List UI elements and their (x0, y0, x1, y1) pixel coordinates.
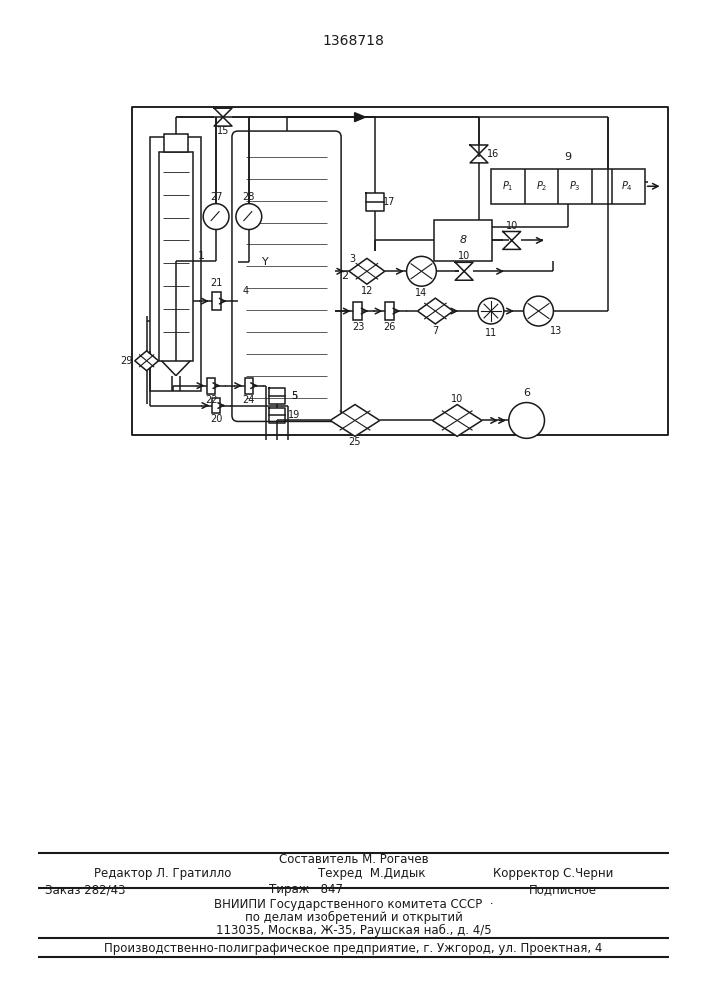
Text: 16: 16 (487, 149, 499, 159)
Bar (212, 398, 220, 413)
Text: Тираж   847: Тираж 847 (269, 883, 344, 896)
Text: 28: 28 (243, 192, 255, 202)
Bar (385, 302, 395, 320)
Text: 24: 24 (243, 395, 255, 405)
Circle shape (236, 204, 262, 230)
Text: $P_1$: $P_1$ (502, 179, 513, 193)
Text: 25: 25 (349, 437, 361, 447)
Text: 9: 9 (564, 152, 571, 162)
Text: 17: 17 (382, 197, 395, 207)
Text: 26: 26 (383, 322, 396, 332)
Text: 2: 2 (341, 271, 349, 281)
Bar (434, 220, 492, 261)
Text: ВНИИПИ Государственного комитета СССР  ·: ВНИИПИ Государственного комитета СССР · (214, 898, 493, 911)
FancyBboxPatch shape (232, 131, 341, 421)
Text: $P_2$: $P_2$ (536, 179, 547, 193)
Text: Составитель М. Рогачев: Составитель М. Рогачев (279, 853, 428, 866)
Text: 7: 7 (432, 326, 438, 336)
Text: Техред  М.Дидык: Техред М.Дидык (318, 867, 426, 880)
Bar (354, 302, 363, 320)
Text: 6: 6 (523, 388, 530, 398)
Bar (158, 152, 193, 361)
Text: 19: 19 (288, 410, 300, 420)
Text: 21: 21 (210, 278, 222, 288)
Bar (491, 169, 645, 204)
Text: 113035, Москва, Ж-35, Раушская наб., д. 4/5: 113035, Москва, Ж-35, Раушская наб., д. … (216, 924, 491, 937)
Text: 12: 12 (361, 286, 373, 296)
Text: 5: 5 (291, 391, 298, 401)
Circle shape (509, 403, 544, 438)
Text: 8: 8 (460, 235, 467, 245)
Text: Подписное: Подписное (529, 883, 597, 896)
Text: Производственно-полиграфическое предприятие, г. Ужгород, ул. Проектная, 4: Производственно-полиграфическое предприя… (105, 942, 602, 955)
Text: 14: 14 (415, 288, 428, 298)
Polygon shape (135, 351, 158, 371)
Bar (132, 107, 667, 435)
Text: 3: 3 (349, 254, 355, 264)
Text: $P_3$: $P_3$ (569, 179, 581, 193)
Text: 29: 29 (121, 356, 133, 366)
Text: 13: 13 (550, 326, 563, 336)
Text: 5: 5 (291, 391, 298, 401)
Polygon shape (330, 405, 380, 436)
Text: Редактор Л. Гратилло: Редактор Л. Гратилло (94, 867, 231, 880)
Text: $P_4$: $P_4$ (621, 179, 633, 193)
Text: Заказ 282/43: Заказ 282/43 (45, 883, 125, 896)
Text: Корректор С.Черни: Корректор С.Черни (493, 867, 613, 880)
Text: 10: 10 (458, 251, 470, 261)
Text: 15: 15 (217, 126, 229, 136)
Text: 23: 23 (352, 322, 364, 332)
Text: 1368718: 1368718 (322, 34, 384, 48)
Bar (207, 378, 215, 394)
Bar (211, 292, 221, 310)
Text: 27: 27 (210, 192, 222, 202)
Circle shape (524, 296, 554, 326)
Bar (163, 134, 188, 152)
Bar (150, 137, 201, 391)
Text: 10: 10 (451, 394, 463, 404)
Polygon shape (433, 405, 482, 436)
Text: 22: 22 (205, 395, 217, 405)
Text: 1: 1 (198, 251, 205, 261)
Polygon shape (418, 298, 453, 324)
Polygon shape (349, 258, 385, 284)
Text: 11: 11 (485, 328, 497, 338)
Text: 10: 10 (506, 221, 518, 231)
Polygon shape (355, 113, 366, 122)
Bar (245, 378, 253, 394)
Text: 4: 4 (243, 286, 249, 296)
Text: 20: 20 (210, 414, 222, 424)
Text: по делам изобретений и открытий: по делам изобретений и открытий (245, 911, 462, 924)
Circle shape (203, 204, 229, 230)
Text: Y: Y (262, 257, 269, 267)
Circle shape (478, 298, 504, 324)
Circle shape (407, 256, 436, 286)
